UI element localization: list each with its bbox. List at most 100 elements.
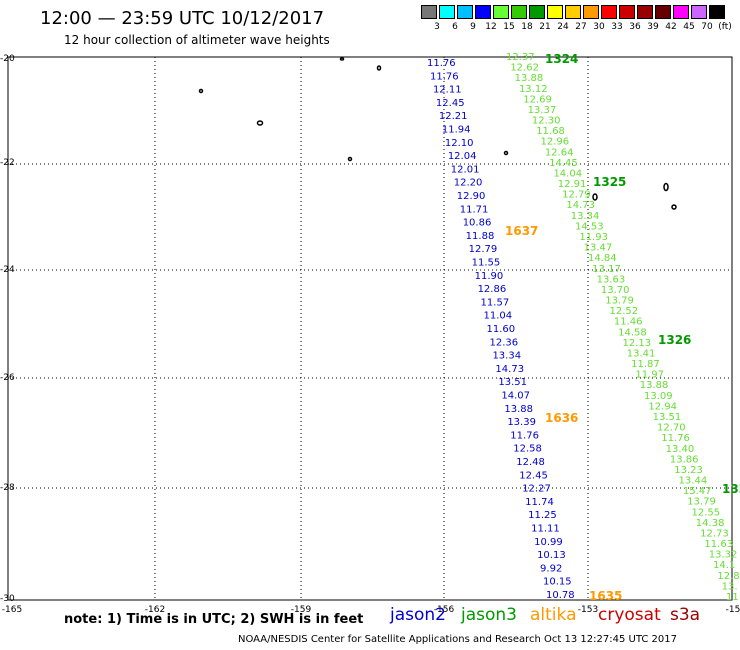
wave-height-value: 13.88 <box>515 73 544 84</box>
wave-height-value: 12.94 <box>648 401 677 412</box>
legend-label: 30 <box>593 22 605 32</box>
map-frame <box>7 56 733 601</box>
wave-height-value: 13.51 <box>653 412 682 423</box>
legend-label: 39 <box>647 22 659 32</box>
wave-height-value: 13.47 <box>584 243 613 254</box>
wave-height-value: 14.84 <box>588 253 617 264</box>
legend-label: 15 <box>503 22 515 32</box>
wave-height-value: 12.13 <box>622 338 651 349</box>
wave-height-value: 12.90 <box>457 191 486 202</box>
wave-height-value: 11.90 <box>475 271 504 282</box>
wave-height-value: 11.94 <box>442 125 471 136</box>
wave-height-value: 13.79 <box>605 296 634 307</box>
wave-height-value: 11.25 <box>528 510 557 521</box>
wave-height-value: 14.45 <box>549 158 578 169</box>
wave-height-value: 12.36 <box>489 337 518 348</box>
wave-height-value: 13.32 <box>709 550 738 561</box>
wave-height-value: 13.44 <box>679 476 708 487</box>
legend-label: 70 <box>701 22 713 32</box>
x-tick-label: -15 <box>726 605 740 615</box>
wave-height-value: 11.87 <box>631 359 660 370</box>
wave-height-value: 13.34 <box>571 211 600 222</box>
wave-height-value: 12.20 <box>454 178 483 189</box>
wave-height-value: 14.04 <box>553 168 582 179</box>
wave-height-value: 11.60 <box>487 324 516 335</box>
legend-swatch <box>439 5 455 19</box>
pass-number-label: 132 <box>722 482 740 496</box>
y-tick-label: -28 <box>0 483 15 493</box>
wave-height-value: 14.38 <box>696 518 725 529</box>
wave-height-value: 11.88 <box>466 231 495 242</box>
wave-height-value: 11.68 <box>536 126 565 137</box>
legend-label: 27 <box>575 22 587 32</box>
wave-height-value: 12.55 <box>691 507 720 518</box>
wave-height-value: 13.34 <box>492 351 521 362</box>
island <box>376 65 382 71</box>
legend-label: 33 <box>611 22 623 32</box>
wave-height-value: 12.52 <box>610 306 639 317</box>
wave-height-value: 11.46 <box>614 317 643 328</box>
y-tick-label: -22 <box>0 158 15 168</box>
island <box>671 204 677 210</box>
wave-height-value: 14.07 <box>501 391 530 402</box>
map-subtitle: 12 hour collection of altimeter wave hei… <box>64 33 330 47</box>
wave-height-value: 12.01 <box>451 164 480 175</box>
wave-height-value: 13.39 <box>507 417 536 428</box>
pass-number-label: 1325 <box>593 175 626 189</box>
pass-number-label: 1635 <box>589 589 622 603</box>
legend-label: 9 <box>470 22 476 32</box>
wave-height-value: 13.63 <box>597 274 626 285</box>
x-tick-label: -156 <box>434 605 455 615</box>
wave-height-value: 10.86 <box>463 218 492 229</box>
legend-swatch <box>529 5 545 19</box>
wave-height-value: 11.55 <box>472 258 501 269</box>
wave-height-value: 12.70 <box>657 423 686 434</box>
wave-height-value: 12.96 <box>541 137 570 148</box>
y-tick-label: -30 <box>0 594 15 604</box>
x-tick-label: -165 <box>2 605 22 615</box>
satellite-jason3: jason3 <box>461 605 517 625</box>
wave-height-value: 12.30 <box>532 116 561 127</box>
legend-swatch <box>601 5 617 19</box>
wave-height-value: 13.51 <box>498 377 527 388</box>
satellite-cryosat: cryosat <box>598 605 661 625</box>
wave-height-value: 12.58 <box>513 444 542 455</box>
legend-swatch <box>547 5 563 19</box>
y-tick-label: -20 <box>0 54 15 64</box>
wave-height-value: 13.12 <box>519 84 548 95</box>
island <box>256 120 264 126</box>
footer-credit: NOAA/NESDIS Center for Satellite Applica… <box>238 634 677 645</box>
legend-swatch <box>421 5 437 19</box>
pass-number-label: 1326 <box>658 333 691 347</box>
wave-height-value: 12.27 <box>522 484 551 495</box>
wave-height-value: 10.13 <box>537 550 566 561</box>
legend-swatch <box>691 5 707 19</box>
legend-label: 3 <box>434 22 440 32</box>
legend-label: (ft) <box>718 22 732 32</box>
wave-height-value: 12.64 <box>545 147 574 158</box>
wave-height-value: 13.23 <box>674 465 703 476</box>
y-tick-label: -26 <box>0 373 15 383</box>
wave-height-value: 13.41 <box>627 348 656 359</box>
wave-height-value: 10.15 <box>543 577 572 588</box>
wave-height-value: 13.79 <box>687 497 716 508</box>
wave-height-value: 11.76 <box>661 433 690 444</box>
legend-swatch <box>673 5 689 19</box>
wave-height-value: 14.1 <box>713 560 735 571</box>
legend-label: 6 <box>452 22 458 32</box>
wave-height-value: 13.70 <box>601 285 630 296</box>
wave-height-value: 12.8 <box>717 571 739 582</box>
wave-height-value: 13.86 <box>670 454 699 465</box>
wave-height-value: 12.69 <box>523 94 552 105</box>
legend-swatch <box>511 5 527 19</box>
pass-number-label: 1637 <box>505 224 538 238</box>
wave-height-value: 11.76 <box>427 58 456 69</box>
wave-height-value: 12.37 <box>506 52 535 63</box>
legend-swatch <box>709 5 725 19</box>
map-title: 12:00 — 23:59 UTC 10/12/2017 <box>40 8 325 29</box>
pass-number-label: 1636 <box>545 411 578 425</box>
wave-height-value: 13.88 <box>640 380 669 391</box>
wave-height-value: 13. <box>722 581 738 592</box>
wave-height-value: 12.11 <box>433 85 462 96</box>
